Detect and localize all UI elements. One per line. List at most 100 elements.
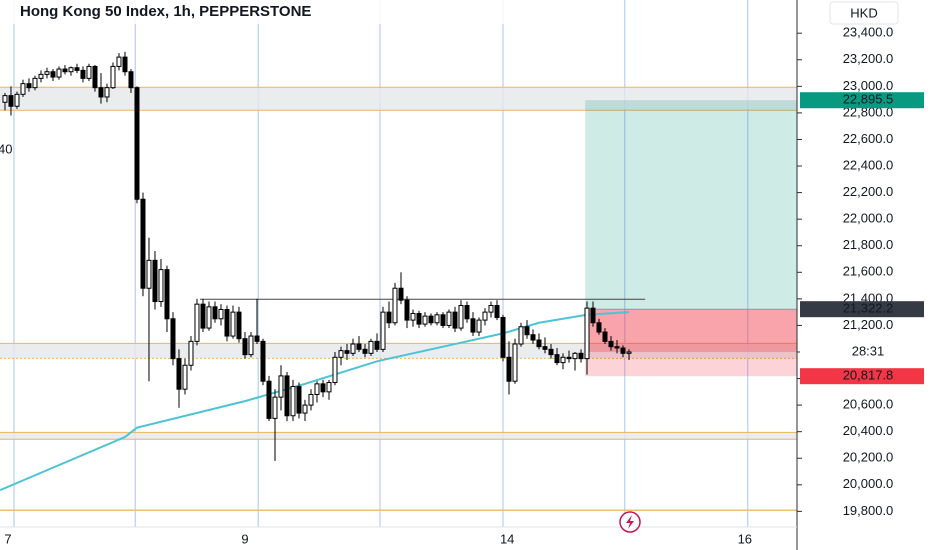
candle-body <box>590 307 596 324</box>
candle-body <box>86 65 92 79</box>
candle-body <box>98 87 104 98</box>
candle-body <box>596 322 602 333</box>
candle-body <box>428 315 434 324</box>
candle-body <box>416 312 422 325</box>
stop-label: 20,817.8 <box>843 368 894 383</box>
candle-body <box>560 356 566 364</box>
candle-body <box>572 352 578 360</box>
candle-body <box>494 304 500 318</box>
x-tick-label: 14 <box>500 531 514 546</box>
candle-body <box>392 287 398 324</box>
candle-body <box>44 71 50 75</box>
candle-body <box>584 307 590 360</box>
candle-body <box>92 65 98 89</box>
candle-body <box>248 335 254 356</box>
candle-body <box>158 269 164 303</box>
chart-title: Hong Kong 50 Index, 1h, PEPPERSTONE <box>20 3 311 20</box>
candle-body <box>626 351 632 354</box>
candle-body <box>344 350 350 354</box>
candle-body <box>446 311 452 326</box>
candle-body <box>476 319 482 333</box>
candle-body <box>110 65 116 89</box>
candle-body <box>614 346 620 349</box>
stop-zone <box>585 309 797 377</box>
candle-body <box>518 326 524 345</box>
candle-body <box>356 343 362 350</box>
moving-average <box>0 311 630 492</box>
price-axis-bg <box>797 0 932 550</box>
candle-body <box>320 383 326 393</box>
x-tick-label: 16 <box>738 531 752 546</box>
candle-body <box>140 198 146 289</box>
candle-body <box>290 386 296 417</box>
candle-body <box>8 95 14 107</box>
candle-body <box>20 83 26 95</box>
candle-body <box>62 68 68 73</box>
candle-body <box>122 56 128 73</box>
candle-body <box>14 93 20 107</box>
y-tick-label: 22,000.0 <box>843 211 894 226</box>
zone <box>0 343 797 359</box>
y-tick-label: 21,200.0 <box>843 317 894 332</box>
candle-body <box>212 306 218 320</box>
candle-body <box>326 382 332 393</box>
candle-body <box>74 67 80 71</box>
main-layer <box>0 51 646 492</box>
candle-body <box>296 386 302 414</box>
candle-body <box>500 316 506 358</box>
stop-label-box <box>800 368 924 385</box>
countdown: 28:31 <box>852 343 885 358</box>
candle-body <box>380 311 386 350</box>
x-tick-label: 7 <box>4 531 11 546</box>
y-tick-label: 20,600.0 <box>843 397 894 412</box>
lightning-icon[interactable] <box>619 511 641 533</box>
candle-body <box>38 73 44 79</box>
candle-body <box>362 348 368 354</box>
y-tick-label: 20,200.0 <box>843 450 894 465</box>
candle-body <box>266 380 272 419</box>
y-tick-label: 22,600.0 <box>843 131 894 146</box>
candle-body <box>548 348 554 356</box>
y-tick-label: 23,200.0 <box>843 51 894 66</box>
y-tick-label: 23,000.0 <box>843 78 894 93</box>
candle-body <box>218 308 224 320</box>
candle-body <box>470 318 476 333</box>
candle-body <box>68 67 74 73</box>
icon-bolt[interactable] <box>626 515 634 529</box>
candle-body <box>338 350 344 358</box>
candle-body <box>32 77 38 89</box>
candle-body <box>536 339 542 348</box>
candle-body <box>194 303 200 342</box>
top-layer: Hong Kong 50 Index, 1h, PEPPERSTONE 40 <box>0 0 641 533</box>
candle-body <box>506 356 512 382</box>
candle-body <box>530 334 536 341</box>
x-tick-label: 9 <box>241 531 248 546</box>
back-layer <box>0 0 797 527</box>
candle-body <box>482 311 488 321</box>
candle-body <box>134 87 140 200</box>
candle-body <box>56 68 62 78</box>
candle-body <box>410 312 416 321</box>
candle-body <box>206 306 212 329</box>
target-label-box <box>800 92 924 109</box>
y-tick-label: 19,800.0 <box>843 503 894 518</box>
candle-body <box>200 303 206 329</box>
candle-body <box>128 71 134 89</box>
candle-body <box>260 340 266 382</box>
title-bg <box>0 0 540 24</box>
candle-body <box>374 340 380 350</box>
candle-body <box>464 304 470 320</box>
y-tick-label: 22,400.0 <box>843 157 894 172</box>
candle-body <box>458 304 464 329</box>
candle-body <box>224 308 230 337</box>
candle-body <box>164 269 170 320</box>
currency-box[interactable] <box>829 1 899 25</box>
candle-body <box>524 326 530 336</box>
candle-body <box>80 69 86 79</box>
currency[interactable]: HKD <box>850 5 877 20</box>
candle-body <box>188 340 194 366</box>
candle-body <box>608 340 614 348</box>
candle-body <box>368 340 374 354</box>
